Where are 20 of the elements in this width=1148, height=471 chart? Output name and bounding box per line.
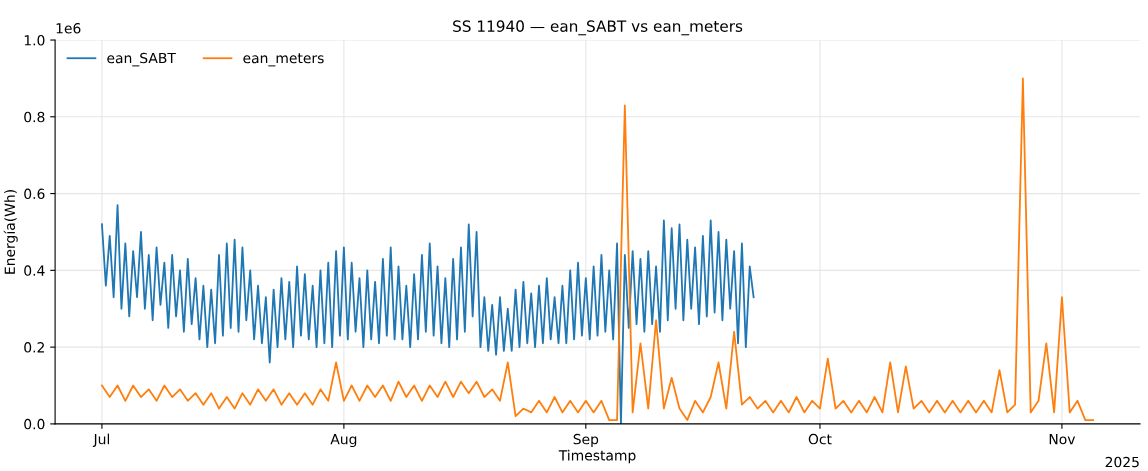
x-axis-title: Timestamp (558, 449, 636, 464)
line-series (101, 77, 1095, 421)
legend-label: ean_meters (243, 53, 324, 67)
y-tick-label: 1.0 (24, 35, 45, 46)
text: 2025 (1105, 456, 1139, 468)
line-series (101, 204, 755, 424)
chart-title: SS 11940 — ean_SABT vs ean_meters (453, 20, 743, 36)
y-tick-label: 0.0 (24, 418, 45, 430)
x-tick-label: Oct (808, 433, 832, 445)
text: 1e6 (56, 23, 81, 34)
legend-label: ean_SABT (107, 52, 176, 67)
y-tick-label: 0.6 (24, 188, 45, 200)
y-tick-label: 0.4 (24, 265, 45, 276)
x-tick-label: Nov (1049, 434, 1076, 445)
y-tick-label: 0.2 (24, 342, 44, 353)
y-axis-title: Energía(Wh) (3, 190, 18, 274)
x-tick-label: Jul (92, 433, 110, 447)
y-tick-label: 0.8 (24, 111, 45, 123)
x-tick-label: Sep (573, 433, 599, 448)
x-tick-label: Aug (330, 434, 357, 448)
